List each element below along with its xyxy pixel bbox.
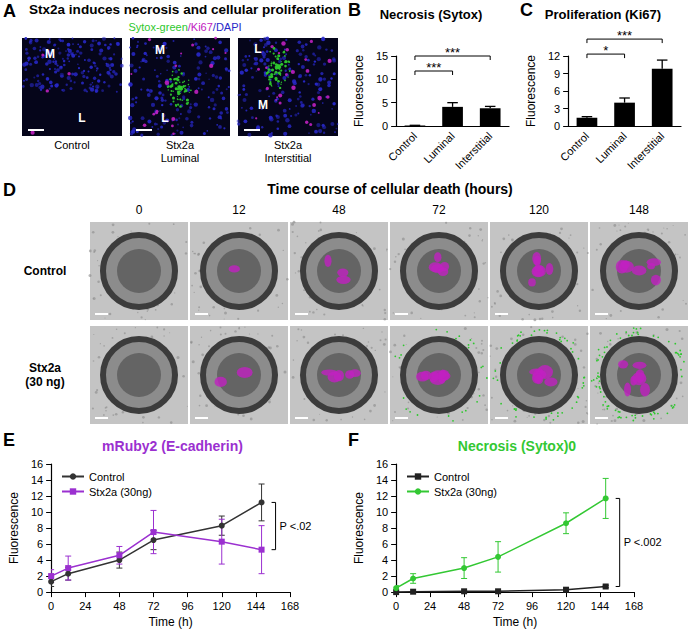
svg-text:16: 16 (31, 458, 43, 470)
svg-text:*: * (603, 43, 608, 58)
svg-text:Sytox-green/Ki67/DAPI: Sytox-green/Ki67/DAPI (128, 21, 241, 33)
svg-text:148: 148 (629, 203, 649, 217)
svg-text:10: 10 (31, 506, 43, 518)
svg-text:2: 2 (37, 570, 43, 582)
svg-text:***: *** (445, 45, 460, 60)
svg-text:8: 8 (382, 522, 388, 534)
svg-text:Interstitial: Interstitial (264, 152, 311, 164)
svg-text:Interstitial: Interstitial (453, 130, 495, 172)
svg-text:Luminal: Luminal (593, 130, 629, 166)
svg-text:10: 10 (376, 506, 388, 518)
svg-text:Control: Control (434, 471, 469, 483)
svg-text:***: *** (426, 60, 441, 75)
svg-text:E: E (3, 430, 15, 450)
svg-text:Time (h): Time (h) (148, 615, 192, 629)
svg-text:0: 0 (393, 600, 399, 612)
svg-text:F: F (348, 430, 359, 450)
svg-text:L: L (254, 42, 261, 56)
svg-text:12: 12 (548, 50, 560, 62)
svg-text:48: 48 (458, 600, 470, 612)
svg-text:0: 0 (48, 600, 54, 612)
svg-text:***: *** (617, 28, 632, 43)
svg-text:168: 168 (625, 600, 643, 612)
svg-text:Control: Control (558, 130, 592, 164)
svg-text:Stx2a (30ng): Stx2a (30ng) (434, 486, 497, 498)
svg-text:0: 0 (136, 203, 143, 217)
svg-text:168: 168 (281, 600, 299, 612)
svg-text:Control: Control (386, 130, 420, 164)
svg-text:Interstitial: Interstitial (625, 130, 667, 172)
svg-text:Stx2a: Stx2a (29, 361, 61, 375)
svg-text:9: 9 (554, 68, 560, 80)
svg-text:L: L (161, 111, 168, 125)
svg-text:L: L (78, 111, 85, 125)
svg-text:8: 8 (37, 522, 43, 534)
svg-text:Fluorescence: Fluorescence (524, 55, 538, 127)
svg-text:6: 6 (382, 538, 388, 550)
svg-text:48: 48 (113, 600, 125, 612)
svg-text:72: 72 (432, 203, 446, 217)
svg-text:144: 144 (591, 600, 609, 612)
svg-text:Luminal: Luminal (161, 152, 200, 164)
svg-text:14: 14 (31, 474, 43, 486)
svg-text:120: 120 (529, 203, 549, 217)
svg-text:6: 6 (554, 85, 560, 97)
svg-text:M: M (45, 47, 55, 61)
svg-text:120: 120 (213, 600, 231, 612)
svg-text:Time course of cellular death: Time course of cellular death (hours) (267, 181, 513, 197)
svg-text:72: 72 (147, 600, 159, 612)
svg-text:P <.002: P <.002 (624, 536, 662, 548)
svg-text:mRuby2 (E-cadherin): mRuby2 (E-cadherin) (102, 438, 243, 454)
svg-text:P <.02: P <.02 (280, 520, 312, 532)
svg-text:16: 16 (376, 458, 388, 470)
svg-text:Luminal: Luminal (421, 130, 457, 166)
svg-text:120: 120 (557, 600, 575, 612)
svg-text:72: 72 (492, 600, 504, 612)
svg-text:12: 12 (376, 490, 388, 502)
svg-text:12: 12 (31, 490, 43, 502)
svg-text:C: C (520, 0, 533, 20)
svg-text:24: 24 (424, 600, 436, 612)
svg-text:14: 14 (376, 474, 388, 486)
svg-text:6: 6 (37, 538, 43, 550)
svg-text:Stx2a induces necrosis and cel: Stx2a induces necrosis and cellular prol… (29, 3, 341, 17)
svg-text:B: B (348, 0, 361, 20)
svg-text:M: M (155, 43, 165, 57)
svg-text:15: 15 (376, 50, 388, 62)
svg-text:0: 0 (382, 120, 388, 132)
svg-text:12: 12 (232, 203, 246, 217)
svg-text:Stx2a: Stx2a (274, 139, 303, 151)
svg-text:(30 ng): (30 ng) (25, 375, 64, 389)
svg-text:Stx2a: Stx2a (166, 139, 195, 151)
svg-text:10: 10 (376, 73, 388, 85)
svg-text:0: 0 (554, 120, 560, 132)
svg-text:0: 0 (37, 586, 43, 598)
svg-text:3: 3 (554, 103, 560, 115)
svg-text:Control: Control (54, 139, 89, 151)
svg-text:144: 144 (247, 600, 265, 612)
svg-text:96: 96 (526, 600, 538, 612)
svg-text:Fluorescence: Fluorescence (352, 492, 366, 564)
svg-text:0: 0 (382, 586, 388, 598)
svg-text:Fluorescence: Fluorescence (7, 492, 21, 564)
svg-text:D: D (3, 180, 16, 200)
svg-text:Control: Control (89, 471, 124, 483)
svg-text:Proliferation (Ki67): Proliferation (Ki67) (545, 7, 661, 22)
svg-text:2: 2 (382, 570, 388, 582)
svg-text:5: 5 (382, 97, 388, 109)
svg-text:96: 96 (182, 600, 194, 612)
svg-text:M: M (258, 98, 268, 112)
svg-text:Fluorescence: Fluorescence (352, 55, 366, 127)
svg-text:Time (h): Time (h) (493, 615, 537, 629)
svg-text:Necrosis (Sytox): Necrosis (Sytox) (380, 7, 483, 22)
svg-text:Stx2a (30ng): Stx2a (30ng) (89, 486, 152, 498)
svg-text:Necrosis (Sytox)0: Necrosis (Sytox)0 (458, 438, 576, 454)
svg-text:4: 4 (37, 554, 43, 566)
svg-text:48: 48 (332, 203, 346, 217)
svg-text:24: 24 (79, 600, 91, 612)
svg-text:Control: Control (24, 264, 67, 278)
svg-text:A: A (3, 1, 16, 21)
svg-text:4: 4 (382, 554, 388, 566)
